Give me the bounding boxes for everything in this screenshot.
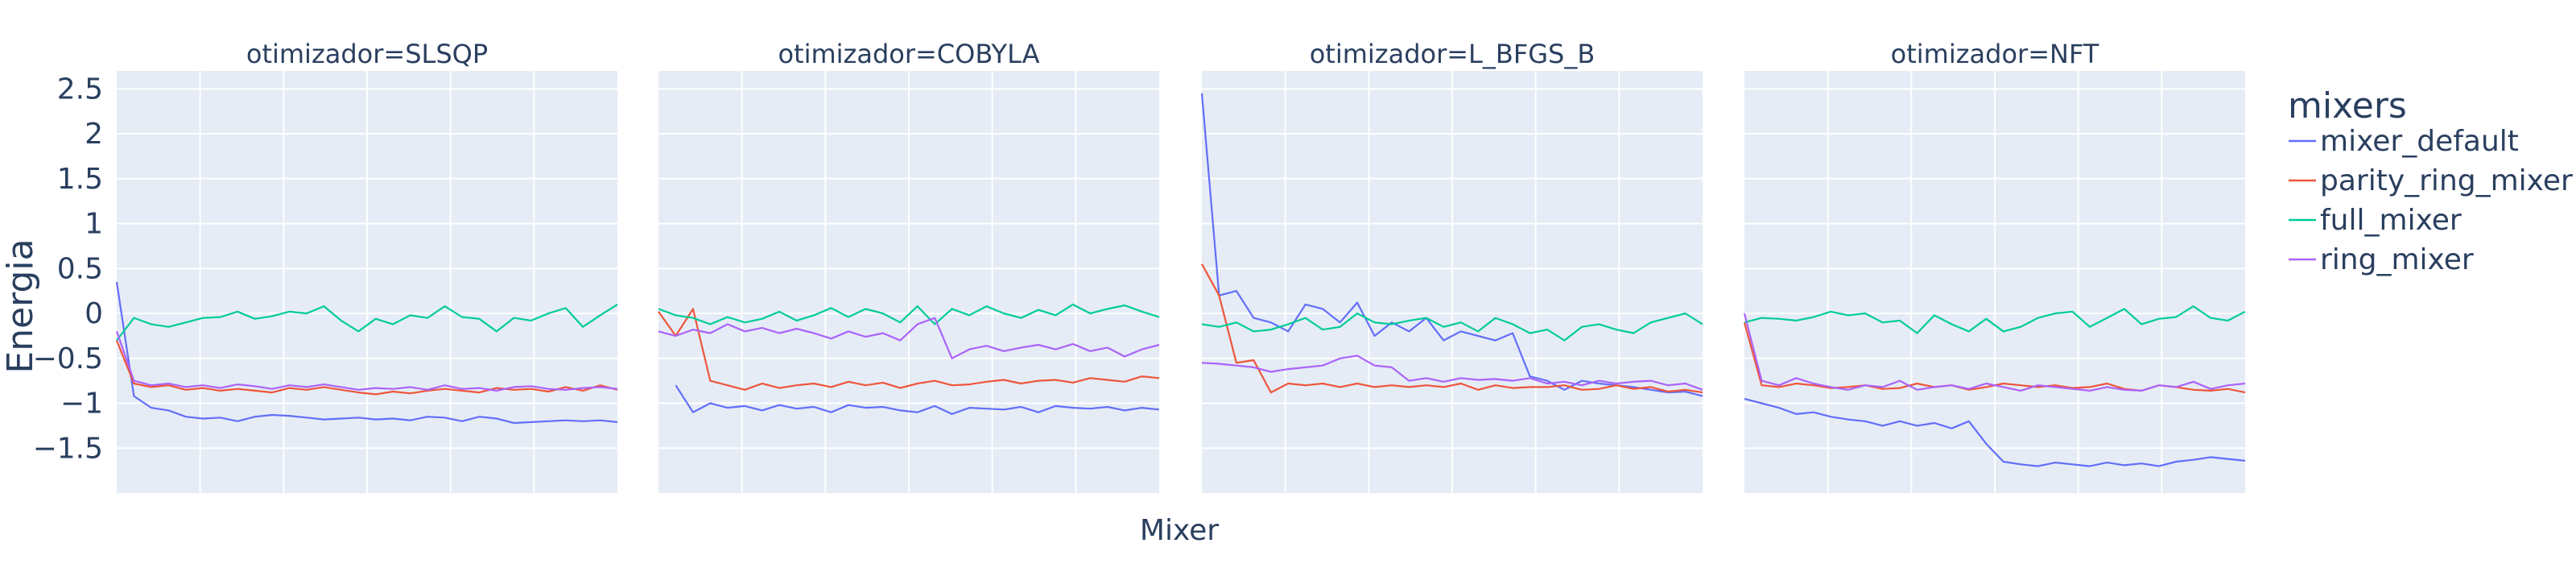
y-tick-label: 1 [85,208,103,241]
y-tick-label: −1 [60,388,103,421]
facet-title: otimizador=SLSQP [246,39,488,69]
facet-title: otimizador=COBYLA [778,39,1039,69]
facet-title: otimizador=L_BFGS_B [1310,39,1596,69]
legend-label: ring_mixer [2320,243,2474,276]
legend-label: mixer_default [2320,125,2519,158]
series-line-full-mixer [1201,312,1703,342]
facet-panel-1: otimizador=SLSQP [115,39,618,493]
y-tick-label: −1.5 [33,432,103,465]
y-tick-label: 0 [85,297,103,330]
series-line-ring-mixer [1743,313,2246,392]
series-line-mixer-default [115,281,618,425]
x-axis-title: Mixer [1140,514,1219,547]
series-line-mixer-default [1744,397,2246,467]
y-axis-title: Energia [0,238,41,373]
facet-panel-2: otimizador=COBYLA [658,39,1160,493]
legend-item-parity-ring-mixer[interactable]: parity_ring_mixer [2289,164,2573,197]
legend: mixers mixer_default parity_ring_mixerful… [2288,85,2573,276]
series-line-full-mixer [658,303,1160,326]
facet-panel-3: otimizador=L_BFGS_B [1200,39,1703,493]
y-tick-label: 0.5 [57,252,103,285]
series-line-full-mixer [1744,305,2246,334]
series-line-parity-ring-mixer [115,340,618,396]
y-tick-label: 2.5 [57,73,103,106]
series-line-mixer-default [675,384,1160,415]
series-line-ring-mixer [115,330,618,392]
series-line-parity-ring-mixer [1201,263,1703,394]
series-line-ring-mixer [658,317,1160,359]
legend-label: full_mixer [2320,204,2462,237]
y-axis: 2.5 2 1.5 1 0.5 0 −0.5 −1 −1.5 [33,73,103,465]
legend-item-mixer-default[interactable]: mixer_default [2289,125,2519,158]
legend-item-full-mixer[interactable]: full_mixer [2289,204,2462,237]
legend-label: parity_ring_mixer [2320,164,2573,197]
y-tick-label: 1.5 [57,163,103,196]
y-tick-label: −0.5 [33,342,103,375]
series-line-parity-ring-mixer [658,308,1160,391]
facet-title: otimizador=NFT [1891,39,2099,69]
facet-panels: otimizador=SLSQP otimizador=COBYLA otimiza… [115,39,2246,493]
facet-panel-4: otimizador=NFT [1743,39,2246,493]
y-tick-label: 2 [85,118,103,151]
series-line-ring-mixer [1201,355,1703,391]
legend-item-ring-mixer[interactable]: ring_mixer [2289,243,2474,276]
series-line-full-mixer [116,303,618,342]
legend-title: mixers [2288,85,2407,126]
